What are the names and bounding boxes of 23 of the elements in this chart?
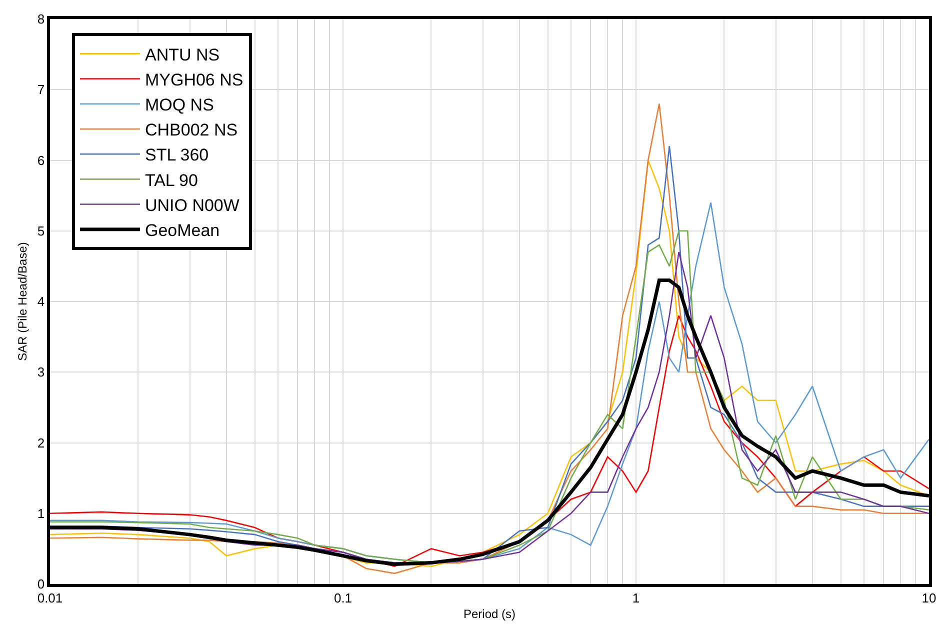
legend-label: STL 360 — [144, 146, 209, 165]
y-axis-title: SAR (Pile Head/Base) — [16, 242, 30, 361]
y-tick-label: 4 — [37, 294, 45, 310]
y-tick-label: 1 — [37, 506, 45, 521]
y-tick-label: 2 — [37, 435, 45, 450]
legend-label: ANTU NS — [144, 45, 220, 64]
x-tick-label: 0.1 — [334, 590, 352, 606]
legend-label: MOQ NS — [144, 96, 214, 115]
legend-label: MYGH06 NS — [144, 70, 244, 90]
y-tick-label: 3 — [37, 364, 45, 380]
legend-label: GeoMean — [144, 221, 220, 240]
x-tick-label: 10 — [922, 590, 936, 606]
legend-label: UNIO N00W — [144, 196, 240, 215]
y-tick-label: 0 — [37, 576, 45, 592]
y-tick-label: 7 — [37, 82, 45, 98]
x-tick-label: 0.01 — [37, 590, 63, 606]
x-axis-title: Period (s) — [463, 607, 516, 622]
legend-label: CHB002 NS — [144, 120, 238, 140]
y-tick-label: 5 — [37, 223, 45, 238]
y-tick-label: 6 — [37, 152, 45, 168]
legend-label: TAL 90 — [144, 170, 198, 190]
x-tick-label: 1 — [632, 590, 640, 606]
y-tick-label: 8 — [37, 12, 45, 27]
